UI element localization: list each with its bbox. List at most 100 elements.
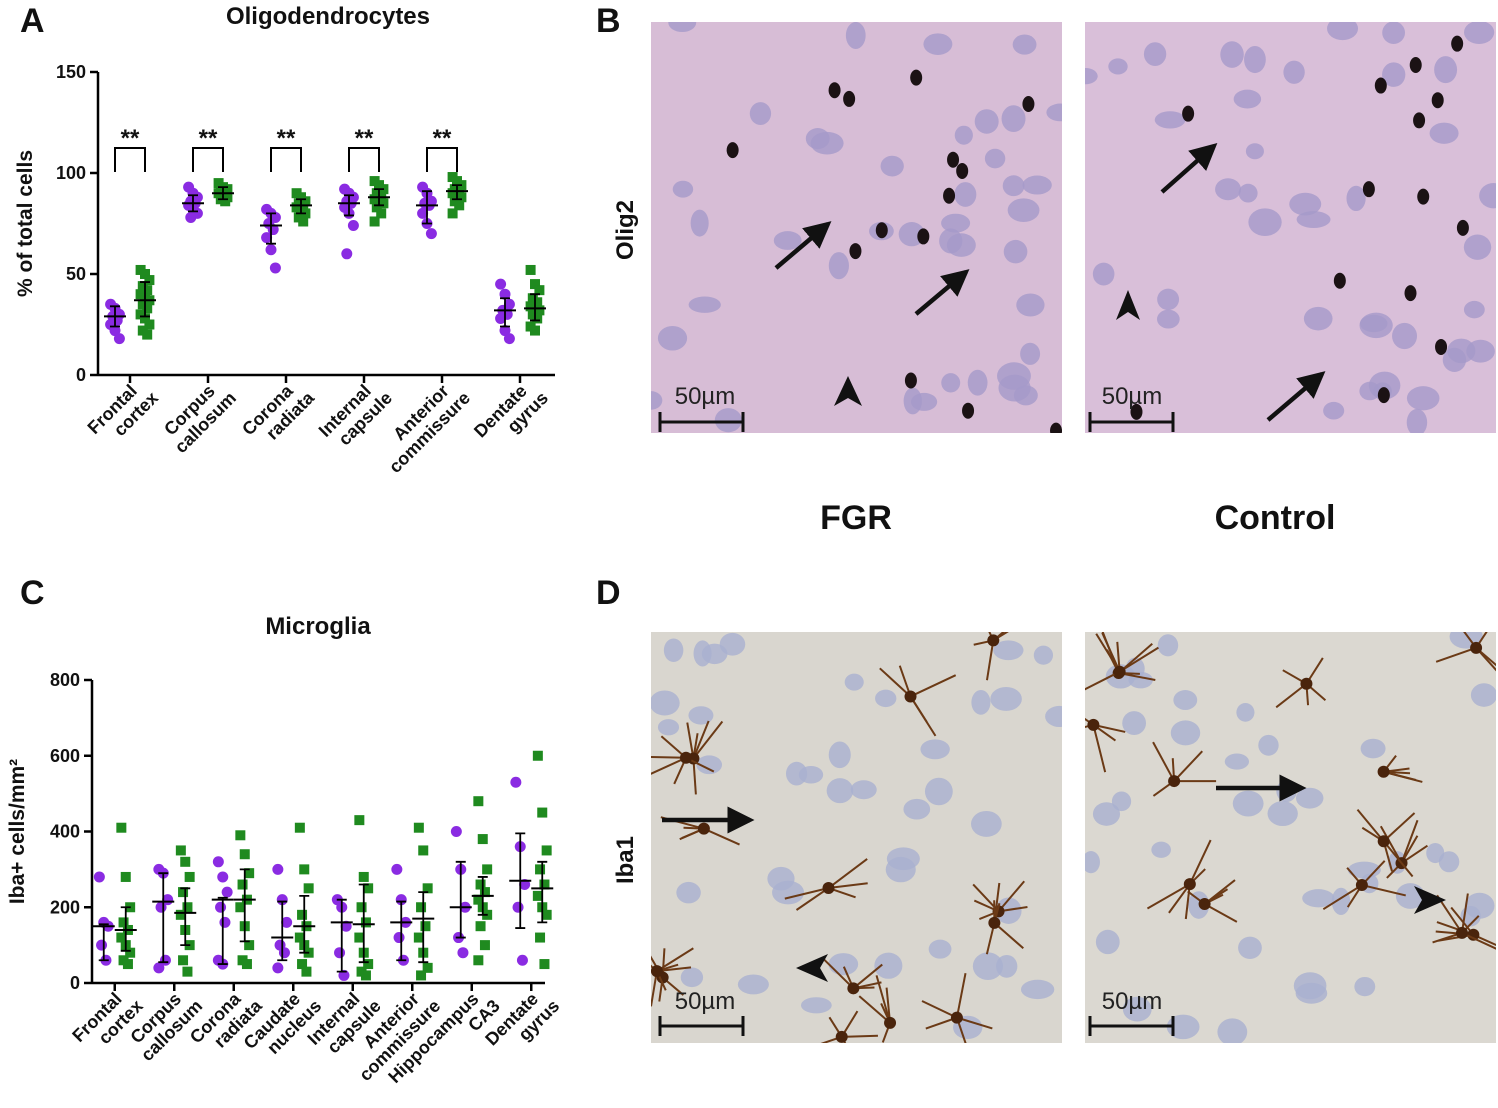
process [997,880,1026,913]
data-point [235,830,246,841]
data-point [519,879,531,891]
arrow [1266,371,1326,422]
y-tick-label: 100 [56,163,86,183]
nucleus [1220,41,1244,68]
cell-layer [651,22,1062,433]
data-point [539,879,550,890]
nucleus [737,974,769,995]
nucleus [690,209,709,237]
stained-cell [962,402,975,419]
process [875,975,891,1024]
significance-bracket [192,147,224,172]
nucleus [800,997,832,1014]
nucleus [773,231,802,250]
nucleus [701,643,728,665]
process [858,995,891,1024]
data-point [391,863,403,875]
nucleus [1258,734,1279,756]
data-point [109,325,121,337]
data-point [303,883,314,894]
data-point [341,248,353,260]
nucleus [1157,288,1180,311]
panel-letter: B [596,2,621,40]
data-point [113,333,125,345]
data-point [369,216,380,227]
significance-label: ** [355,125,374,152]
error-bar [158,872,169,964]
process [1361,884,1406,897]
nucleus [1122,711,1147,736]
nucleus [1170,720,1201,746]
stained-cell [917,228,930,245]
nucleus [1173,690,1198,710]
nucleus [954,125,973,145]
panel-letter: D [596,574,621,612]
process [651,756,687,775]
nucleus [1303,306,1333,331]
scale-label: 50µm [675,383,736,410]
process [1356,809,1385,842]
process [1101,632,1121,673]
stained-cell [956,162,969,179]
data-point [298,216,309,227]
process [1152,741,1175,782]
error-bar [296,198,306,215]
data-point [241,959,252,970]
chart-title: Microglia [265,613,371,640]
arrowhead [1116,290,1140,320]
y-tick-label: 50 [66,264,86,284]
x-tick-label: Dentategyrus [470,374,552,456]
data-point [235,902,246,913]
data-point [360,970,371,981]
nucleus [828,953,859,976]
data-point [420,921,431,932]
data-point [530,325,540,336]
data-point [475,879,486,890]
significance-bracket [426,147,458,172]
nucleus [941,213,971,233]
data-point [447,208,458,219]
nucleus [1095,929,1120,955]
nucleus [880,155,904,177]
stained-cell [1404,285,1417,302]
panel-letter: A [20,2,45,40]
nucleus [1232,790,1264,817]
nucleus [1289,192,1322,216]
error-bar [537,860,548,924]
error-bar [140,281,150,318]
data-point [334,947,346,959]
process [1382,840,1414,878]
data-point [297,909,308,920]
process [993,922,1024,950]
data-point [354,932,365,943]
y-tick-label: 150 [56,62,86,82]
nucleus [1224,753,1250,770]
stained-cell [904,372,917,389]
process [1275,682,1308,709]
scale-label: 50µm [675,988,736,1015]
scale-bar [658,412,1175,1036]
process [1188,839,1212,885]
process [879,667,912,698]
process [1383,812,1416,843]
process [852,963,883,990]
y-tick-label: 400 [50,822,80,842]
data-point [185,211,197,223]
data-point [532,750,543,761]
nucleus [1463,234,1492,260]
nucleus [1248,208,1282,237]
process [1379,825,1403,864]
error-bar [239,868,250,943]
data-point [122,959,133,970]
nucleus [1406,386,1440,411]
process [651,755,687,759]
arrow [1160,143,1218,194]
significance-bracket [270,147,302,172]
data-point [479,887,490,898]
process [1203,879,1236,905]
stained-cell [726,142,739,159]
nucleus [1001,105,1026,133]
x-tick-label: Corpuscallosum [123,982,206,1065]
data-point [454,200,465,211]
data-point [378,198,389,209]
